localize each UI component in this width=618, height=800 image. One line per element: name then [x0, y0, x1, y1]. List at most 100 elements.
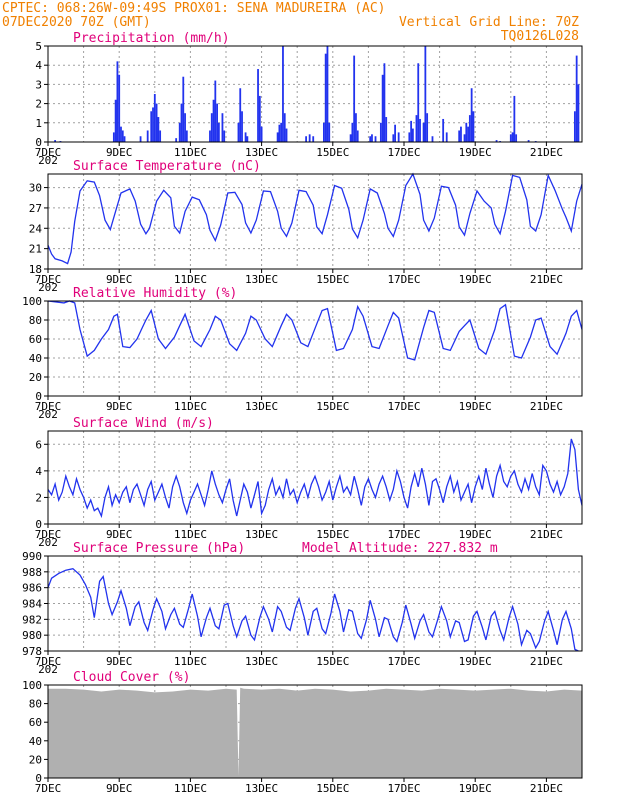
- x-year-label: 202: [38, 663, 58, 676]
- precip-bar: [408, 132, 411, 142]
- precip-bar: [468, 115, 471, 142]
- precip-bar: [223, 130, 226, 142]
- precip-bar: [324, 53, 327, 142]
- precip-bar: [445, 132, 448, 142]
- y-tick-label: 980: [22, 629, 42, 642]
- y-tick-label: 3: [35, 78, 42, 91]
- plot-frame: [47, 45, 583, 143]
- panel-temp: 18 21 24 27 30 7DEC 9DEC 11DEC 13DEC 15DEC 17DEC 19…: [29, 159, 583, 294]
- y-tick-label: 20: [29, 753, 42, 766]
- precip-bar: [328, 122, 331, 142]
- precip-bar: [458, 130, 461, 142]
- precip-bar: [374, 136, 377, 142]
- plot-frame: [47, 430, 583, 525]
- precip-bar: [513, 95, 516, 142]
- panels: 0 1 2 3 4 5 7DEC 9DEC 11DEC 13DEC 15DEC 17DEC 19DEC 2…: [22, 31, 583, 795]
- precip-bar: [527, 140, 530, 142]
- x-tick-label: 21DEC: [530, 655, 563, 668]
- gridlines: [48, 301, 582, 396]
- x-tick-label: 13DEC: [245, 528, 278, 541]
- precip-bar: [467, 126, 469, 142]
- precip-bar: [212, 99, 215, 142]
- precip-bar: [431, 136, 434, 142]
- precip-bar: [257, 69, 259, 142]
- y-tick-label: 20: [29, 371, 42, 384]
- precip-bar: [323, 122, 325, 142]
- header-model-id: TQ0126L028: [501, 29, 579, 44]
- series-wind: [47, 438, 583, 519]
- precip-bar: [155, 103, 158, 142]
- precip-bar: [285, 128, 288, 142]
- panel-wind: 0 2 4 6 7DEC 9DEC 11DEC 13DEC 15DEC 17DEC 19DEC 21D…: [35, 416, 583, 549]
- y-tick-label: 60: [29, 716, 42, 729]
- precip-bar: [118, 74, 121, 142]
- x-tick-label: 9DEC: [106, 655, 133, 668]
- x-tick-label: 17DEC: [387, 400, 420, 413]
- precip-bar: [241, 111, 243, 142]
- x-tick-label: 9DEC: [106, 273, 133, 286]
- y-tick-label: 4: [35, 465, 42, 478]
- x-tick-label: 15DEC: [316, 273, 349, 286]
- y-tick-label: 30: [29, 182, 42, 195]
- x-tick-label: 21DEC: [530, 146, 563, 159]
- y-tick-label: 986: [22, 582, 42, 595]
- y-tick-label: 18: [29, 263, 42, 276]
- precip-bar: [412, 128, 414, 142]
- x-tick-label: 7DEC: [35, 782, 62, 795]
- precip-bar: [381, 74, 384, 142]
- x-tick-label: 21DEC: [530, 400, 563, 413]
- panel-title: Surface Pressure (hPa): [73, 541, 245, 556]
- precip-bar: [283, 113, 286, 142]
- y-tick-label: 2: [35, 491, 42, 504]
- series-line: [47, 567, 579, 652]
- precip-bar: [182, 76, 185, 142]
- panel-annotation: Model Altitude: 227.832 m: [302, 541, 498, 556]
- precip-bar: [214, 80, 217, 142]
- x-tick-label: 19DEC: [459, 146, 492, 159]
- y-tick-label: 24: [29, 222, 43, 235]
- x-year-label: 202: [38, 154, 58, 167]
- precip-bar: [356, 130, 359, 142]
- y-tick-label: 100: [22, 679, 42, 692]
- series-rh: [47, 300, 583, 361]
- precip-bar: [282, 46, 284, 142]
- x-tick-label: 9DEC: [106, 146, 133, 159]
- precip-bar: [426, 113, 429, 142]
- precip-bar: [278, 124, 281, 142]
- precip-bar: [369, 136, 372, 142]
- precip-bar: [116, 61, 119, 142]
- precip-bar: [511, 132, 514, 142]
- series-line: [47, 300, 583, 361]
- precip-bar: [577, 84, 580, 142]
- x-tick-label: 17DEC: [387, 655, 420, 668]
- x-tick-label: 11DEC: [174, 655, 207, 668]
- series-line: [47, 172, 583, 265]
- x-tick-label: 7DEC: [35, 146, 62, 159]
- precip-bar: [246, 136, 249, 142]
- x-tick-label: 11DEC: [174, 146, 207, 159]
- panel-precip: 0 1 2 3 4 5 7DEC 9DEC 11DEC 13DEC 15DEC 17DEC 19DEC 2…: [35, 31, 583, 167]
- y-tick-label: 978: [22, 645, 42, 658]
- x-tick-label: 11DEC: [174, 400, 207, 413]
- precip-bar: [422, 122, 425, 142]
- precip-bar: [312, 136, 315, 142]
- x-tick-label: 15DEC: [316, 146, 349, 159]
- x-tick-label: 19DEC: [459, 655, 492, 668]
- y-tick-label: 80: [29, 698, 42, 711]
- cloud-area: [48, 687, 582, 778]
- header-station-line: CPTEC: 068:26W-09:49S PROX01: SENA MADUR…: [2, 1, 386, 16]
- series-pressure: [47, 567, 579, 652]
- series-cloud: [48, 687, 582, 778]
- x-tick-label: 9DEC: [106, 782, 133, 795]
- precip-bar: [472, 111, 475, 142]
- x-tick-label: 9DEC: [106, 528, 133, 541]
- panel-title: Relative Humidity (%): [73, 286, 237, 301]
- precip-bar: [184, 113, 186, 142]
- precip-bar: [112, 132, 115, 142]
- precip-bar: [371, 134, 373, 142]
- plot-area: [48, 174, 582, 269]
- panel-title: Precipitation (mm/h): [73, 31, 230, 46]
- precip-bar: [351, 122, 354, 142]
- precip-bar: [515, 134, 518, 142]
- y-tick-label: 984: [22, 598, 42, 611]
